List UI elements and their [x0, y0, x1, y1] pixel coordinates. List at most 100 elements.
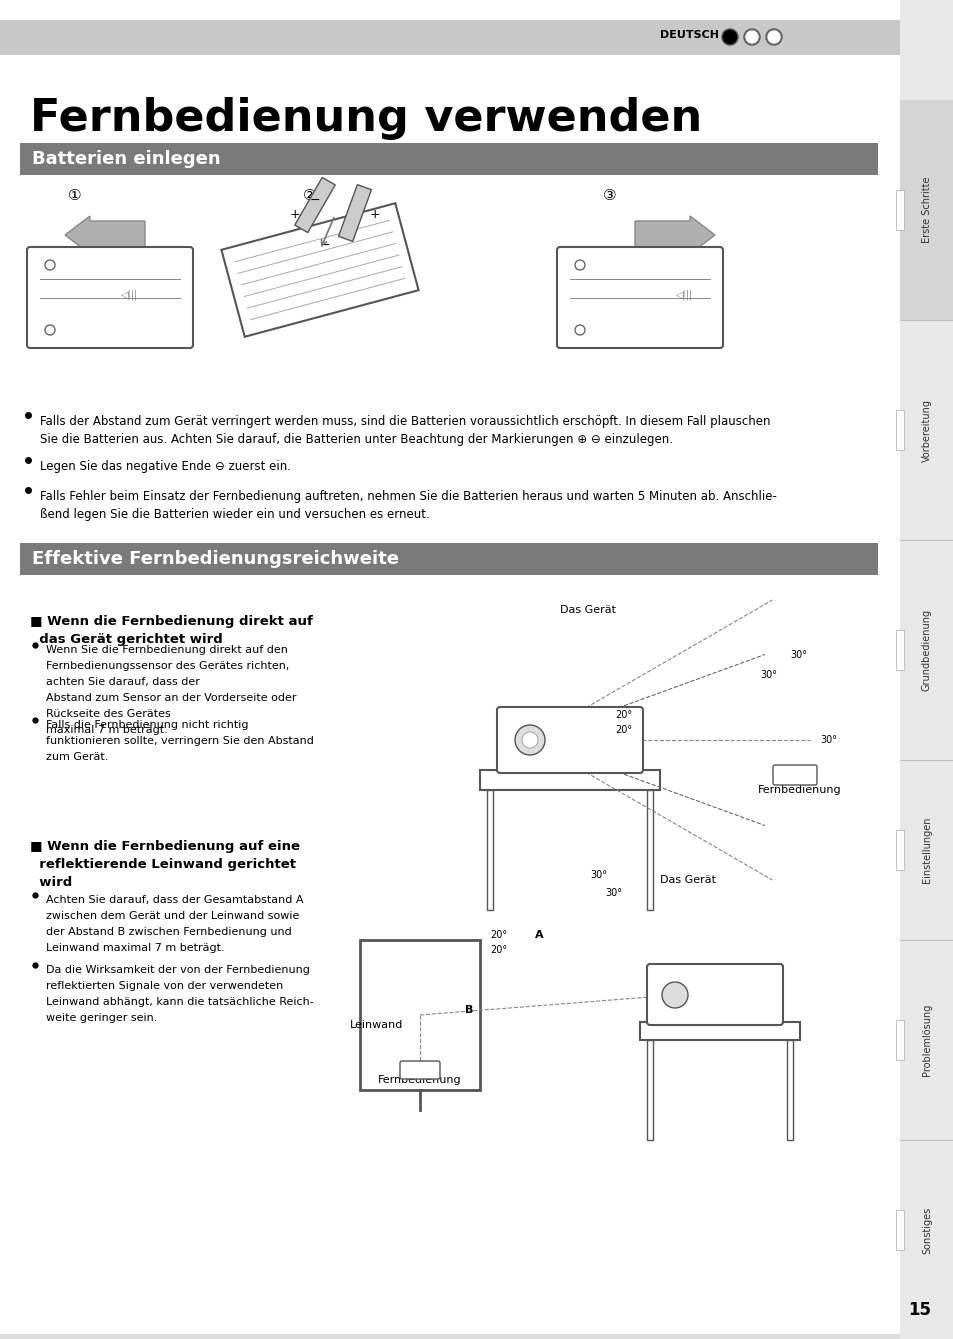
Text: ■ Wenn die Fernbedienung auf eine
  reflektierende Leinwand gerichtet
  wird: ■ Wenn die Fernbedienung auf eine reflek… [30, 840, 299, 889]
Text: Rückseite des Gerätes: Rückseite des Gerätes [46, 708, 171, 719]
Text: Sonstiges: Sonstiges [921, 1206, 931, 1253]
Polygon shape [338, 185, 371, 241]
Text: Sie die Batterien aus. Achten Sie darauf, die Batterien unter Beachtung der Mark: Sie die Batterien aus. Achten Sie darauf… [40, 432, 672, 446]
FancyBboxPatch shape [20, 544, 877, 574]
Circle shape [721, 29, 738, 46]
Text: Fernbedienung: Fernbedienung [758, 785, 841, 795]
Circle shape [766, 29, 781, 44]
Text: 30°: 30° [820, 735, 836, 744]
Circle shape [744, 29, 759, 44]
FancyBboxPatch shape [895, 631, 903, 670]
FancyBboxPatch shape [895, 190, 903, 230]
Circle shape [661, 981, 687, 1008]
Text: ◁|||: ◁||| [121, 289, 138, 300]
Text: Effektive Fernbedienungsreichweite: Effektive Fernbedienungsreichweite [32, 550, 398, 568]
Text: Fernbedienungssensor des Gerätes richten,: Fernbedienungssensor des Gerätes richten… [46, 661, 289, 671]
Bar [479, 770, 659, 790]
Circle shape [515, 724, 544, 755]
Text: B: B [464, 1006, 473, 1015]
Bar [486, 790, 493, 911]
FancyBboxPatch shape [895, 410, 903, 450]
Bar [786, 1040, 792, 1139]
Text: 20°: 20° [615, 710, 632, 720]
Text: A: A [535, 931, 543, 940]
Text: +: + [290, 209, 300, 221]
Text: Da die Wirksamkeit der von der Fernbedienung: Da die Wirksamkeit der von der Fernbedie… [46, 965, 310, 975]
Text: 20°: 20° [490, 945, 507, 955]
Text: ■ Wenn die Fernbedienung direkt auf
  das Gerät gerichtet wird: ■ Wenn die Fernbedienung direkt auf das … [30, 615, 313, 645]
Text: Das Gerät: Das Gerät [559, 605, 616, 615]
Text: DEUTSCH: DEUTSCH [659, 29, 719, 40]
Circle shape [521, 732, 537, 749]
Text: achten Sie darauf, dass der: achten Sie darauf, dass der [46, 678, 200, 687]
Text: der Abstand B zwischen Fernbedienung und: der Abstand B zwischen Fernbedienung und [46, 927, 292, 937]
Text: weite geringer sein.: weite geringer sein. [46, 1014, 157, 1023]
Bar [646, 790, 652, 911]
Text: +: + [370, 209, 380, 221]
FancyBboxPatch shape [399, 1060, 439, 1079]
Text: ①: ① [68, 187, 82, 202]
Circle shape [743, 29, 760, 46]
Text: 30°: 30° [604, 888, 621, 898]
Text: ßend legen Sie die Batterien wieder ein und versuchen es erneut.: ßend legen Sie die Batterien wieder ein … [40, 507, 429, 521]
Text: Abstand zum Sensor an der Vorderseite oder: Abstand zum Sensor an der Vorderseite od… [46, 694, 296, 703]
Bar [0, 1334, 899, 1339]
FancyBboxPatch shape [646, 964, 782, 1024]
Text: funktionieren sollte, verringern Sie den Abstand: funktionieren sollte, verringern Sie den… [46, 736, 314, 746]
Text: −: − [319, 238, 330, 252]
FancyArrow shape [65, 216, 145, 254]
Text: −: − [310, 194, 320, 206]
Polygon shape [294, 178, 335, 233]
Circle shape [575, 325, 584, 335]
FancyBboxPatch shape [20, 143, 877, 175]
Text: Fernbedienung: Fernbedienung [377, 1075, 461, 1085]
Text: 30°: 30° [760, 670, 776, 680]
Text: zwischen dem Gerät und der Leinwand sowie: zwischen dem Gerät und der Leinwand sowi… [46, 911, 299, 921]
Text: Batterien einlegen: Batterien einlegen [32, 150, 220, 167]
FancyBboxPatch shape [895, 830, 903, 870]
Text: Leinwand: Leinwand [350, 1020, 403, 1030]
Text: Problemlösung: Problemlösung [921, 1004, 931, 1077]
Text: Fernbedienung verwenden: Fernbedienung verwenden [30, 96, 701, 139]
Bar [899, 100, 953, 320]
FancyBboxPatch shape [557, 246, 722, 348]
Circle shape [765, 29, 781, 46]
Text: 20°: 20° [615, 724, 632, 735]
Text: ◁|||: ◁||| [676, 289, 693, 300]
FancyBboxPatch shape [895, 1210, 903, 1251]
Polygon shape [221, 204, 418, 337]
Text: ②: ② [303, 187, 316, 202]
Bar [639, 1022, 800, 1040]
Text: Legen Sie das negative Ende ⊖ zuerst ein.: Legen Sie das negative Ende ⊖ zuerst ein… [40, 461, 291, 473]
Bar [359, 940, 479, 1090]
Circle shape [45, 260, 55, 270]
FancyArrow shape [635, 216, 714, 254]
Text: Wenn Sie die Fernbedienung direkt auf den: Wenn Sie die Fernbedienung direkt auf de… [46, 645, 288, 655]
Text: 20°: 20° [490, 931, 507, 940]
Text: Leinwand abhängt, kann die tatsächliche Reich-: Leinwand abhängt, kann die tatsächliche … [46, 998, 314, 1007]
FancyBboxPatch shape [772, 765, 816, 785]
Text: ③: ③ [602, 187, 617, 202]
Text: Achten Sie darauf, dass der Gesamtabstand A: Achten Sie darauf, dass der Gesamtabstan… [46, 894, 303, 905]
Text: reflektierten Signale von der verwendeten: reflektierten Signale von der verwendete… [46, 981, 283, 991]
FancyBboxPatch shape [497, 707, 642, 773]
Text: Falls der Abstand zum Gerät verringert werden muss, sind die Batterien voraussic: Falls der Abstand zum Gerät verringert w… [40, 415, 770, 428]
Text: Falls die Fernbedienung nicht richtig: Falls die Fernbedienung nicht richtig [46, 720, 248, 730]
Text: maximal 7 m beträgt.: maximal 7 m beträgt. [46, 724, 168, 735]
Bar [899, 0, 953, 1339]
Text: Falls Fehler beim Einsatz der Fernbedienung auftreten, nehmen Sie die Batterien : Falls Fehler beim Einsatz der Fernbedien… [40, 490, 776, 503]
Text: Einstellungen: Einstellungen [921, 817, 931, 884]
FancyBboxPatch shape [27, 246, 193, 348]
FancyBboxPatch shape [895, 1020, 903, 1060]
Text: Das Gerät: Das Gerät [659, 874, 716, 885]
Circle shape [575, 260, 584, 270]
Text: Vorbereitung: Vorbereitung [921, 399, 931, 462]
Text: Grundbedienung: Grundbedienung [921, 609, 931, 691]
Text: zum Gerät.: zum Gerät. [46, 753, 109, 762]
FancyBboxPatch shape [0, 20, 899, 55]
Circle shape [45, 325, 55, 335]
Text: Leinwand maximal 7 m beträgt.: Leinwand maximal 7 m beträgt. [46, 943, 224, 953]
Text: 15: 15 [907, 1302, 930, 1319]
Text: 30°: 30° [589, 870, 606, 880]
Text: 30°: 30° [789, 649, 806, 660]
